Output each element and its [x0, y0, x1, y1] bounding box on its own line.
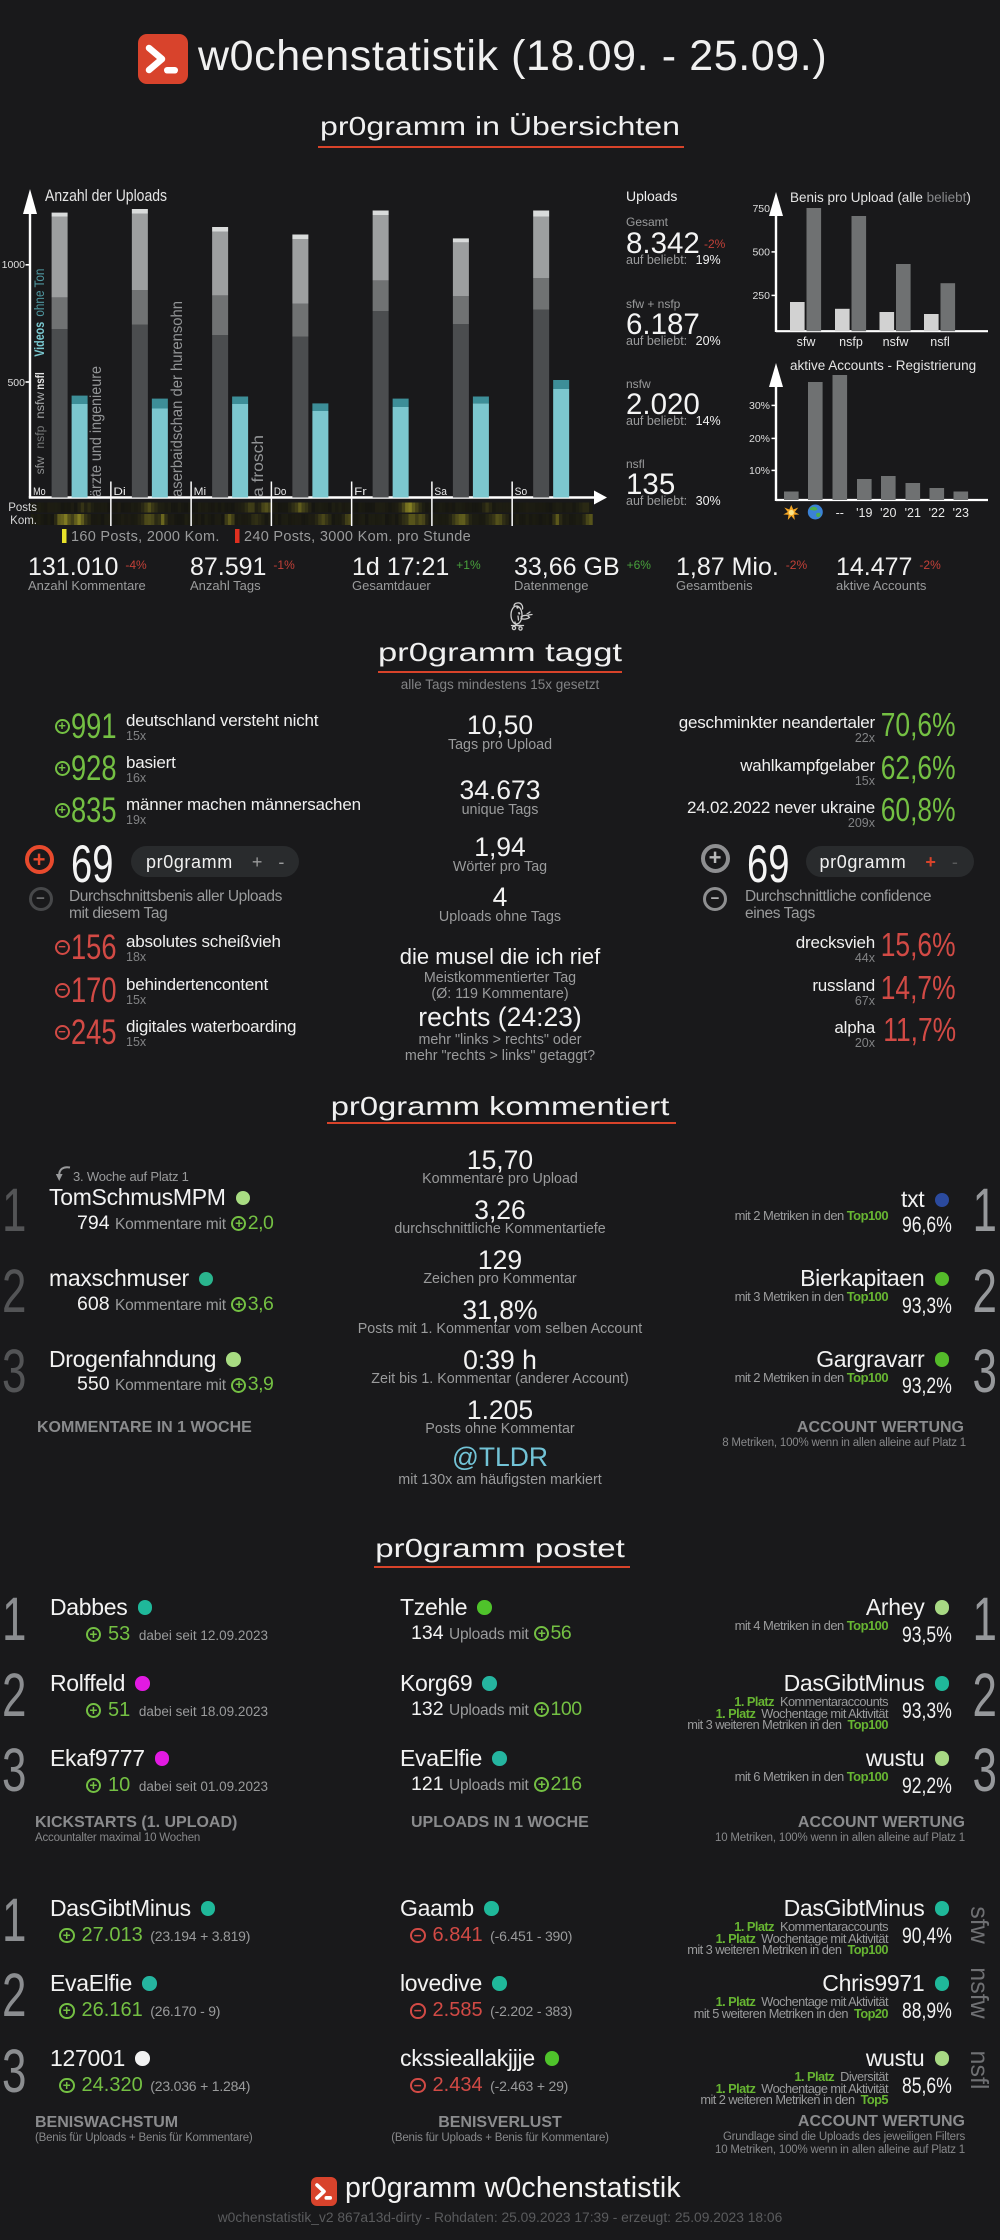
svg-text:Fr: Fr: [354, 486, 367, 498]
svg-text:a frosch: a frosch: [250, 435, 267, 497]
svg-text:10%: 10%: [749, 465, 770, 477]
svg-text:'19: '19: [856, 506, 872, 520]
svg-text:Kom.: Kom.: [10, 515, 37, 527]
svg-text:nsfp: nsfp: [35, 426, 47, 449]
svg-text:Mo: Mo: [33, 486, 46, 498]
svg-text:Sa: Sa: [434, 486, 447, 498]
svg-text:'23: '23: [953, 506, 969, 520]
svg-text:500: 500: [7, 377, 25, 389]
svg-text:sfw: sfw: [35, 456, 47, 475]
svg-text:aktive Accounts - Registrierun: aktive Accounts - Registrierung: [790, 358, 976, 373]
svg-text:ärzte und ingenieure: ärzte und ingenieure: [88, 366, 105, 497]
svg-text:nsfw: nsfw: [35, 391, 47, 418]
svg-text:160 Posts, 2000 Kom.: 160 Posts, 2000 Kom.: [71, 529, 220, 545]
svg-text:Do: Do: [274, 486, 287, 498]
svg-text:nsfl: nsfl: [35, 372, 47, 390]
svg-text:--: --: [836, 506, 844, 520]
svg-text:Posts: Posts: [8, 502, 37, 514]
svg-text:250: 250: [752, 290, 770, 302]
svg-text:Mi: Mi: [194, 486, 207, 498]
svg-text:240 Posts, 3000 Kom. pro Stund: 240 Posts, 3000 Kom. pro Stunde: [244, 529, 471, 545]
svg-text:nsfp: nsfp: [839, 335, 863, 349]
svg-text:aserbaidschan der hurensohn: aserbaidschan der hurensohn: [169, 301, 186, 497]
svg-text:Videos: Videos: [31, 322, 47, 357]
svg-text:ohne Ton: ohne Ton: [31, 269, 47, 317]
svg-text:nsfl: nsfl: [930, 335, 949, 349]
svg-text:Benis pro Upload (alle beliebt: Benis pro Upload (alle beliebt): [790, 190, 971, 205]
svg-text:'22: '22: [929, 506, 945, 520]
svg-text:500: 500: [752, 247, 770, 259]
svg-text:sfw: sfw: [797, 335, 817, 349]
svg-text:750: 750: [752, 203, 770, 215]
svg-text:'21: '21: [905, 506, 921, 520]
svg-text:nsfw: nsfw: [883, 335, 910, 349]
svg-text:So: So: [515, 486, 528, 498]
svg-text:'20: '20: [880, 506, 896, 520]
svg-text:Di: Di: [113, 486, 126, 498]
svg-text:20%: 20%: [749, 433, 770, 445]
svg-text:30%: 30%: [749, 400, 770, 412]
svg-text:1000: 1000: [2, 259, 26, 271]
svg-text:Anzahl der Uploads: Anzahl der Uploads: [45, 187, 167, 205]
